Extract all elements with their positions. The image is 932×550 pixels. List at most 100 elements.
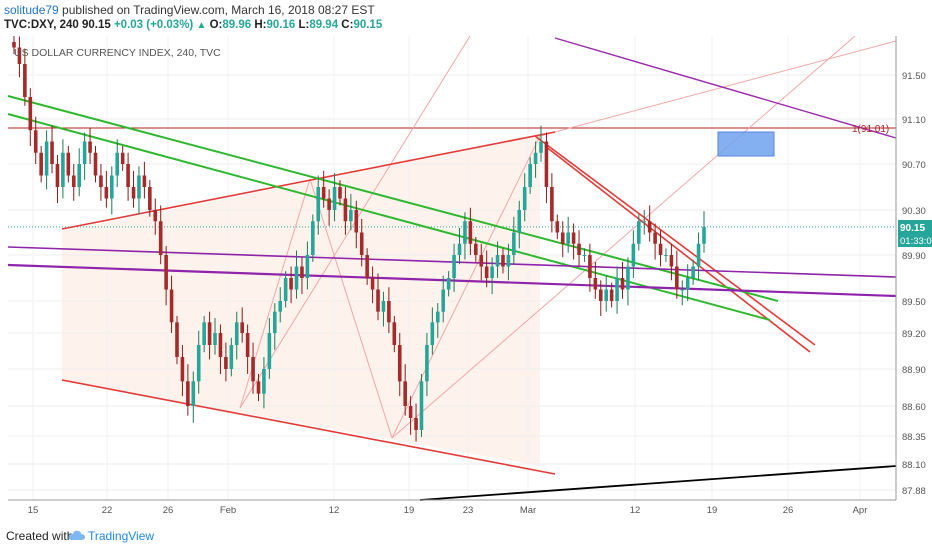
candle-body <box>609 289 614 301</box>
candle-body <box>517 210 522 233</box>
candle-body <box>425 345 429 382</box>
high-value: 90.16 <box>266 19 296 31</box>
channel-top-line[interactable] <box>61 131 556 230</box>
candle-body <box>61 152 65 187</box>
candle-body <box>365 255 369 278</box>
target-zone-box[interactable] <box>717 131 775 157</box>
x-tick-label: 15 <box>28 505 39 516</box>
x-tick-label: Apr <box>853 505 868 516</box>
candle-body <box>577 243 581 255</box>
candle-body <box>109 175 114 199</box>
countdown-tag-label: 01:33:0 <box>900 236 932 247</box>
candle-body <box>408 406 413 418</box>
candle-body <box>99 175 103 187</box>
chart-area[interactable]: 91.50 91.10 90.70 90.30 89.90 89.50 89.20 88.90… <box>0 35 932 518</box>
candle-body <box>39 152 43 176</box>
purple-support-line[interactable] <box>7 263 897 298</box>
candle-body <box>169 289 174 323</box>
x-tick-label: Mar <box>520 505 536 516</box>
candle-body <box>392 322 397 345</box>
y-tick-label: 89.50 <box>902 297 926 308</box>
open-label: O: <box>209 19 223 31</box>
candle-body <box>71 175 76 187</box>
candle-body <box>153 210 158 222</box>
y-tick-label: 88.90 <box>902 365 926 376</box>
y-tick-label: 88.10 <box>902 460 926 471</box>
candle-body <box>506 255 511 267</box>
downtrend-line[interactable] <box>534 135 816 346</box>
x-tick-label: 26 <box>163 505 174 516</box>
candle-body <box>186 381 190 406</box>
candle-body <box>647 221 652 233</box>
candle-body <box>137 175 141 199</box>
candle-body <box>495 255 500 267</box>
x-tick-label: 26 <box>783 505 794 516</box>
time-axis[interactable]: 15 22 26 Feb 12 19 23 Mar 12 19 26 Apr <box>8 499 896 516</box>
candle-body <box>33 130 38 153</box>
chart-title: US DOLLAR CURRENCY INDEX, 240, TVC <box>14 47 221 59</box>
footer: Created with TradingView <box>0 522 932 550</box>
price-axis[interactable]: 91.50 91.10 90.70 90.30 89.90 89.50 89.20 88.90… <box>895 36 926 500</box>
candle-body <box>441 289 446 312</box>
up-arrow-icon: ▲ <box>196 20 207 31</box>
y-tick-label: 90.70 <box>902 160 926 171</box>
purple-support-line[interactable] <box>7 246 897 278</box>
candle-body <box>474 243 478 255</box>
publish-line: solitude79 published on TradingView.com,… <box>4 3 375 17</box>
pitchfork-line[interactable] <box>309 178 393 439</box>
green-trend-line[interactable] <box>7 95 779 302</box>
candle-body <box>338 187 342 199</box>
downtrend-line[interactable] <box>544 145 811 353</box>
tradingview-cloud-icon <box>68 530 85 540</box>
candle-body <box>207 322 212 345</box>
black-trend-line[interactable] <box>419 465 897 501</box>
green-trend-line[interactable] <box>7 113 771 321</box>
candle-body <box>685 278 690 290</box>
close-label: C: <box>341 19 354 31</box>
low-label: L: <box>298 19 310 31</box>
candle-body <box>229 345 234 369</box>
candle-body <box>696 243 701 267</box>
y-tick-label: 91.10 <box>902 115 926 126</box>
candle-body <box>120 152 125 164</box>
candle-body <box>566 232 570 244</box>
candle-body <box>82 141 87 164</box>
candle-body <box>175 322 179 357</box>
y-tick-label: 89.20 <box>902 329 926 340</box>
candle-body <box>196 345 201 382</box>
x-tick-label: 12 <box>329 505 340 516</box>
candle-body <box>631 243 636 267</box>
candle-body <box>77 164 81 187</box>
tradingview-brand-link[interactable]: TradingView <box>88 529 155 543</box>
candle-body <box>598 289 603 301</box>
created-with-label: Created with <box>6 529 74 543</box>
candle-body <box>44 141 49 176</box>
candle-body <box>17 47 22 64</box>
candle-body <box>397 345 402 382</box>
last-price-tag-label: 90.15 <box>900 223 925 234</box>
purple-resistance-line[interactable] <box>554 37 897 139</box>
candles <box>12 35 706 442</box>
pitchfork-line[interactable] <box>539 40 897 137</box>
candle-body <box>691 266 695 278</box>
symbol-label: TVC:DXY, 240 <box>4 19 79 31</box>
candle-body <box>702 226 706 244</box>
candle-body <box>256 381 261 394</box>
pitchfork-line[interactable] <box>391 135 541 439</box>
candle-body <box>452 255 456 278</box>
author-link[interactable]: solitude79 <box>4 3 59 17</box>
channel-bottom-line[interactable] <box>61 379 556 475</box>
candle-body <box>55 164 60 187</box>
candle-body <box>669 255 674 267</box>
candle-body <box>126 164 130 187</box>
price-chart[interactable]: 91.50 91.10 90.70 90.30 89.90 89.50 89.20 88.90… <box>0 35 932 518</box>
candle-body <box>528 164 532 187</box>
countdown-tag <box>898 234 932 247</box>
trend-drawings[interactable] <box>7 35 897 501</box>
candle-body <box>555 221 560 233</box>
candle-body <box>593 278 598 290</box>
level-label: 1(91.01) <box>852 124 889 135</box>
candle-body <box>283 278 288 301</box>
candle-body <box>305 255 310 278</box>
candle-body <box>615 278 619 301</box>
